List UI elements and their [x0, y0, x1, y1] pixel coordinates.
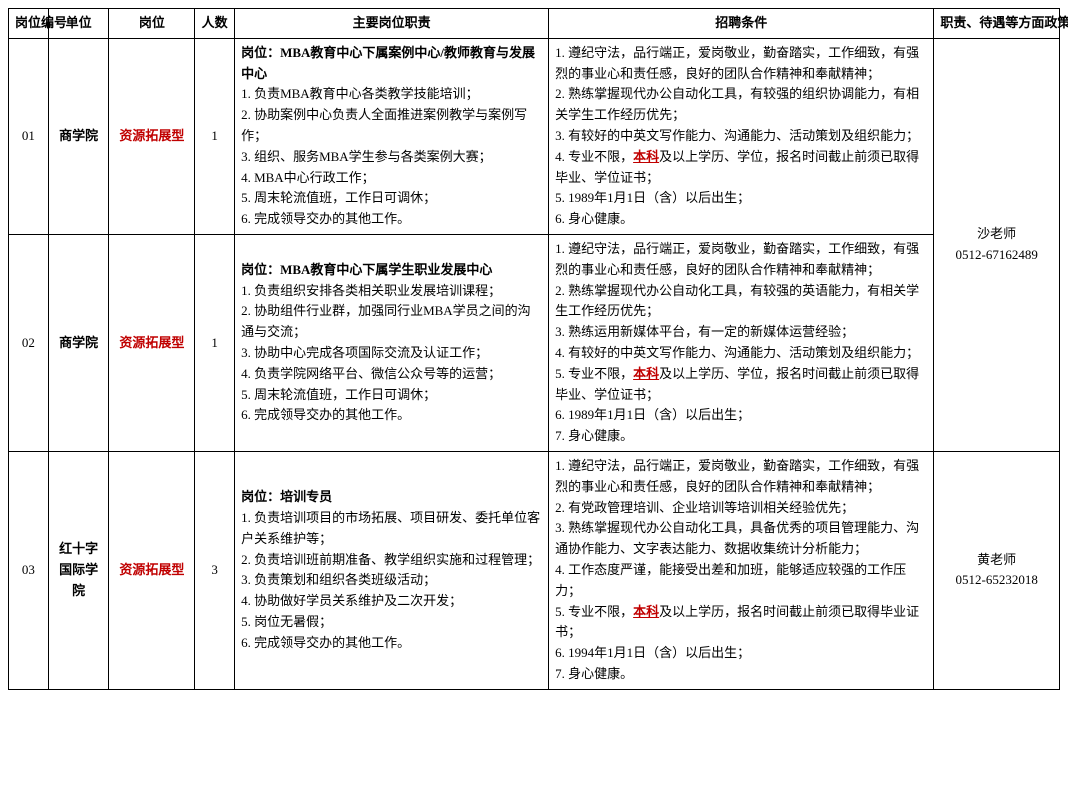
cell-duty: 岗位：培训专员1. 负责培训项目的市场拓展、项目研发、委托单位客户关系维护等；2… [235, 451, 549, 689]
contact-phone: 0512-67162489 [940, 245, 1053, 266]
cell-position: 资源拓展型 [109, 38, 195, 234]
cell-requirement: 1. 遵纪守法，品行端正，爱岗敬业，勤奋踏实，工作细致，有强烈的事业心和责任感，… [549, 38, 934, 234]
cell-requirement: 1. 遵纪守法，品行端正，爱岗敬业，勤奋踏实，工作细致，有强烈的事业心和责任感，… [549, 234, 934, 451]
cell-position: 资源拓展型 [109, 451, 195, 689]
cell-position: 资源拓展型 [109, 234, 195, 451]
cell-unit: 商学院 [48, 234, 109, 451]
cell-requirement: 1. 遵纪守法，品行端正，爱岗敬业，勤奋踏实，工作细致，有强烈的事业心和责任感，… [549, 451, 934, 689]
table-header-row: 岗位编号 单位 岗位 人数 主要岗位职责 招聘条件 职责、待遇等方面政策咨询 [9, 9, 1060, 39]
header-requirement: 招聘条件 [549, 9, 934, 39]
cell-count: 3 [195, 451, 235, 689]
cell-unit: 红十字国际学院 [48, 451, 109, 689]
cell-duty: 岗位：MBA教育中心下属案例中心/教师教育与发展中心1. 负责MBA教育中心各类… [235, 38, 549, 234]
cell-id: 03 [9, 451, 49, 689]
recruitment-table: 岗位编号 单位 岗位 人数 主要岗位职责 招聘条件 职责、待遇等方面政策咨询 0… [8, 8, 1060, 690]
contact-name: 黄老师 [940, 550, 1053, 571]
contact-phone: 0512-65232018 [940, 570, 1053, 591]
cell-contact: 黄老师0512-65232018 [934, 451, 1060, 689]
cell-unit: 商学院 [48, 38, 109, 234]
contact-name: 沙老师 [940, 224, 1053, 245]
header-position: 岗位 [109, 9, 195, 39]
cell-id: 02 [9, 234, 49, 451]
cell-contact: 沙老师0512-67162489 [934, 38, 1060, 451]
header-duty: 主要岗位职责 [235, 9, 549, 39]
cell-count: 1 [195, 38, 235, 234]
cell-duty: 岗位：MBA教育中心下属学生职业发展中心1. 负责组织安排各类相关职业发展培训课… [235, 234, 549, 451]
table-row: 03红十字国际学院资源拓展型3岗位：培训专员1. 负责培训项目的市场拓展、项目研… [9, 451, 1060, 689]
table-row: 01商学院资源拓展型1岗位：MBA教育中心下属案例中心/教师教育与发展中心1. … [9, 38, 1060, 234]
cell-count: 1 [195, 234, 235, 451]
table-row: 02商学院资源拓展型1岗位：MBA教育中心下属学生职业发展中心1. 负责组织安排… [9, 234, 1060, 451]
header-count: 人数 [195, 9, 235, 39]
header-id: 岗位编号 [9, 9, 49, 39]
cell-id: 01 [9, 38, 49, 234]
header-contact: 职责、待遇等方面政策咨询 [934, 9, 1060, 39]
